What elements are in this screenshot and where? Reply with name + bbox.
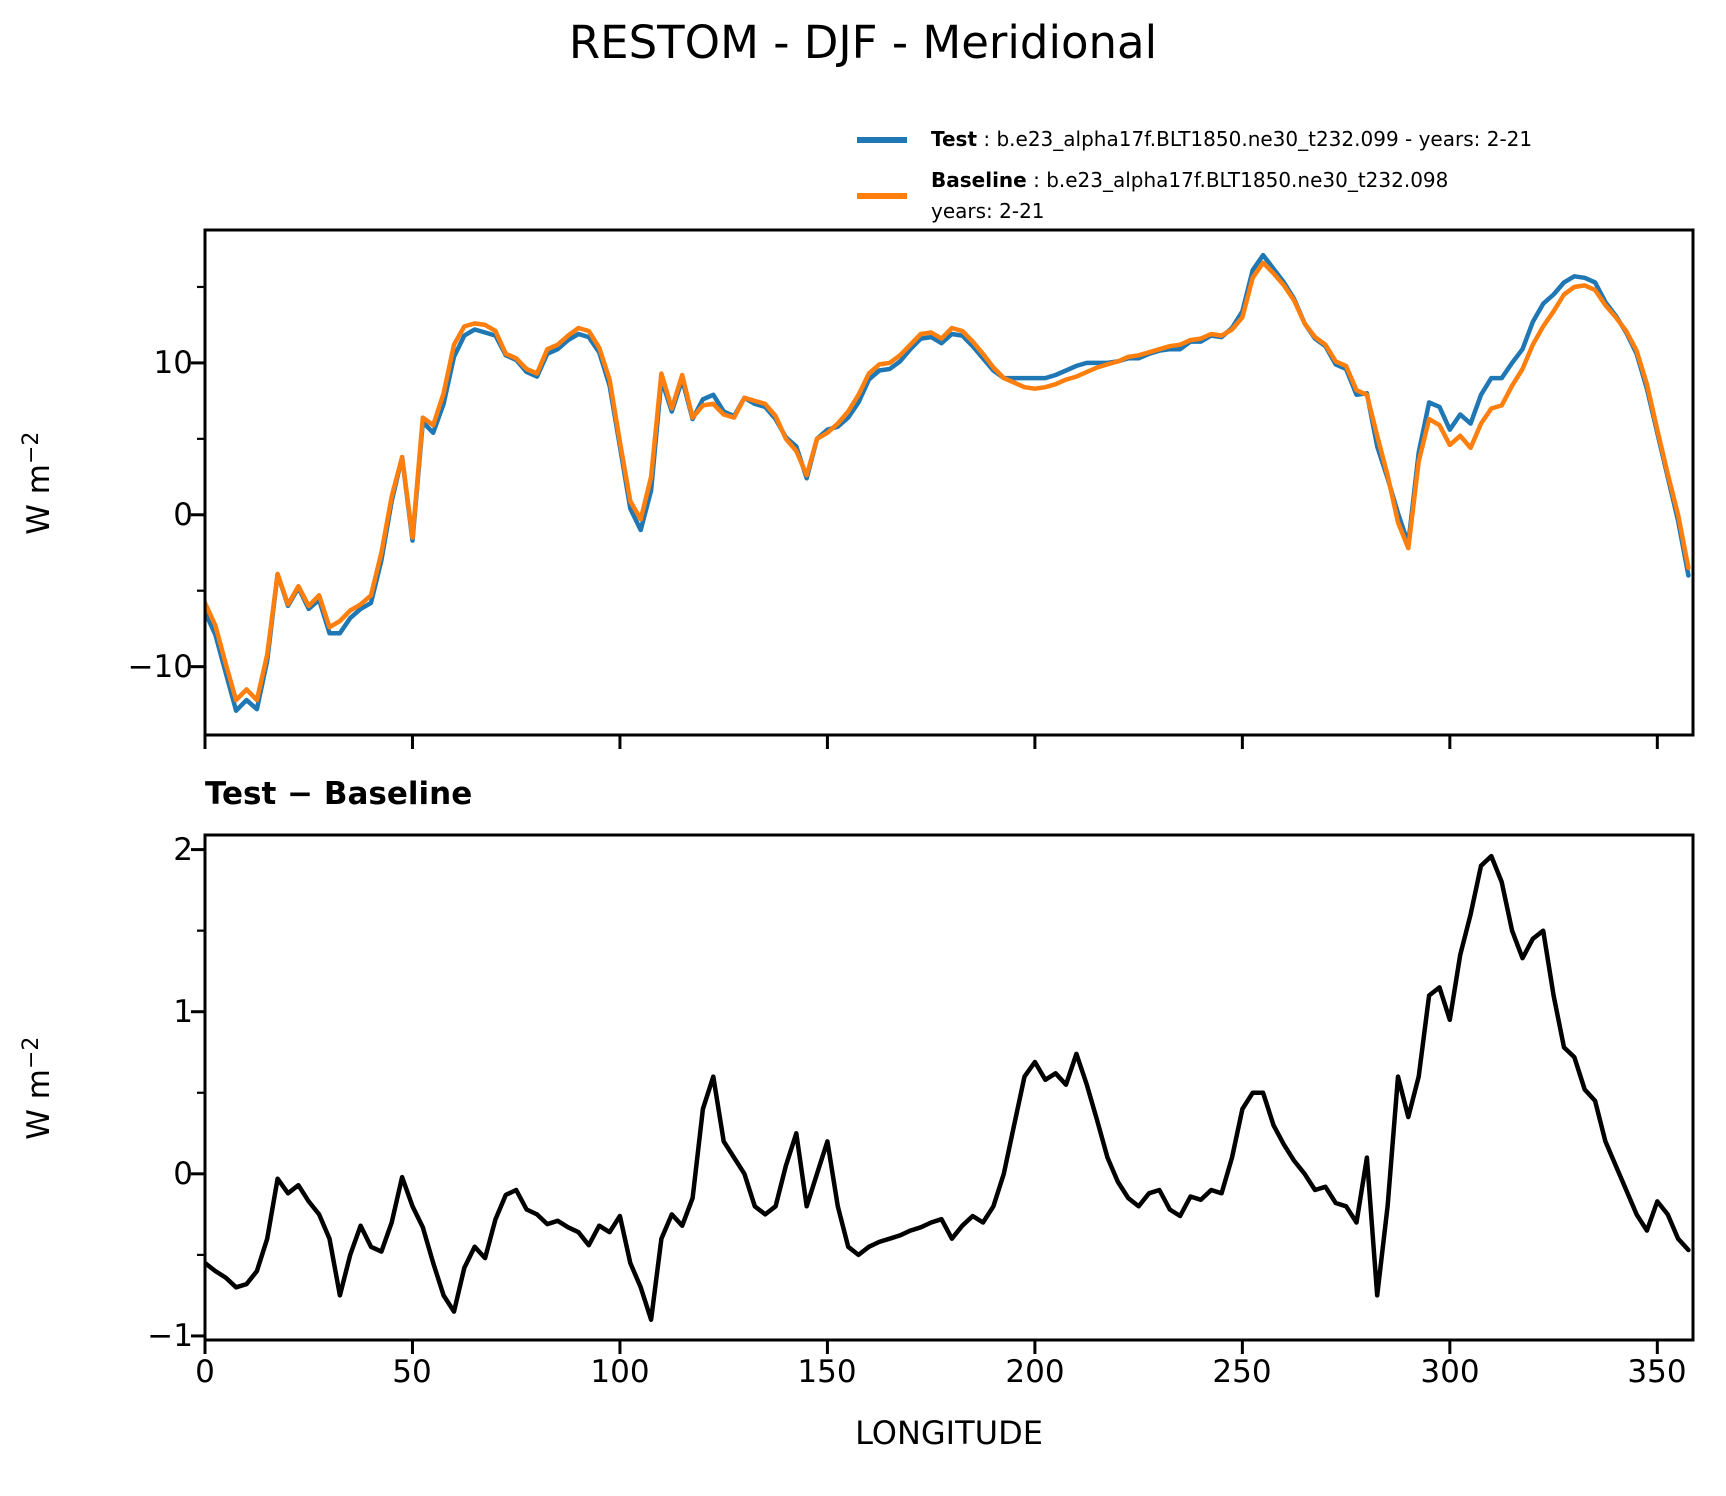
legend-baseline-desc: : b.e23_alpha17f.BLT1850.ne30_t232.098 (1026, 168, 1449, 192)
legend-test-text: Test : b.e23_alpha17f.BLT1850.ne30_t232.… (931, 124, 1532, 155)
xtick-label: 50 (392, 1354, 432, 1390)
ytick-label: 10 (153, 345, 193, 381)
ylabel-top: W m−2 (18, 431, 58, 535)
legend-baseline-text: Baseline : b.e23_alpha17f.BLT1850.ne30_t… (931, 165, 1448, 227)
xtick-label: 200 (1005, 1354, 1065, 1390)
legend-item-baseline: Baseline : b.e23_alpha17f.BLT1850.ne30_t… (857, 165, 1532, 227)
xtick-label: 350 (1627, 1354, 1687, 1390)
ytick-label: 0 (173, 1156, 193, 1192)
xtick-label: 100 (590, 1354, 650, 1390)
xtick-label: 250 (1212, 1354, 1272, 1390)
xtick-label: 150 (797, 1354, 857, 1390)
baseline-line-swatch (857, 193, 907, 199)
legend-item-test: Test : b.e23_alpha17f.BLT1850.ne30_t232.… (857, 124, 1532, 155)
legend-test-desc: : b.e23_alpha17f.BLT1850.ne30_t232.099 -… (977, 127, 1533, 151)
test-line-swatch (857, 136, 907, 143)
ytick-label: 0 (173, 497, 193, 533)
page-title: RESTOM - DJF - Meridional (568, 16, 1158, 69)
legend-baseline-label: Baseline (931, 168, 1027, 192)
xtick-label: 300 (1420, 1354, 1480, 1390)
ytick-label: −10 (127, 649, 193, 685)
xtick-label: 0 (195, 1354, 215, 1390)
legend-test-label: Test (931, 127, 978, 151)
ytick-label: 1 (173, 994, 193, 1030)
ytick-label: −1 (147, 1318, 193, 1354)
legend-baseline-years: years: 2-21 (931, 199, 1045, 223)
panel2-title: Test − Baseline (205, 776, 473, 812)
xlabel: LONGITUDE (855, 1414, 1043, 1452)
legend: Test : b.e23_alpha17f.BLT1850.ne30_t232.… (857, 124, 1532, 237)
ylabel-bottom: W m−2 (18, 1036, 58, 1140)
ytick-label: 2 (173, 832, 193, 868)
